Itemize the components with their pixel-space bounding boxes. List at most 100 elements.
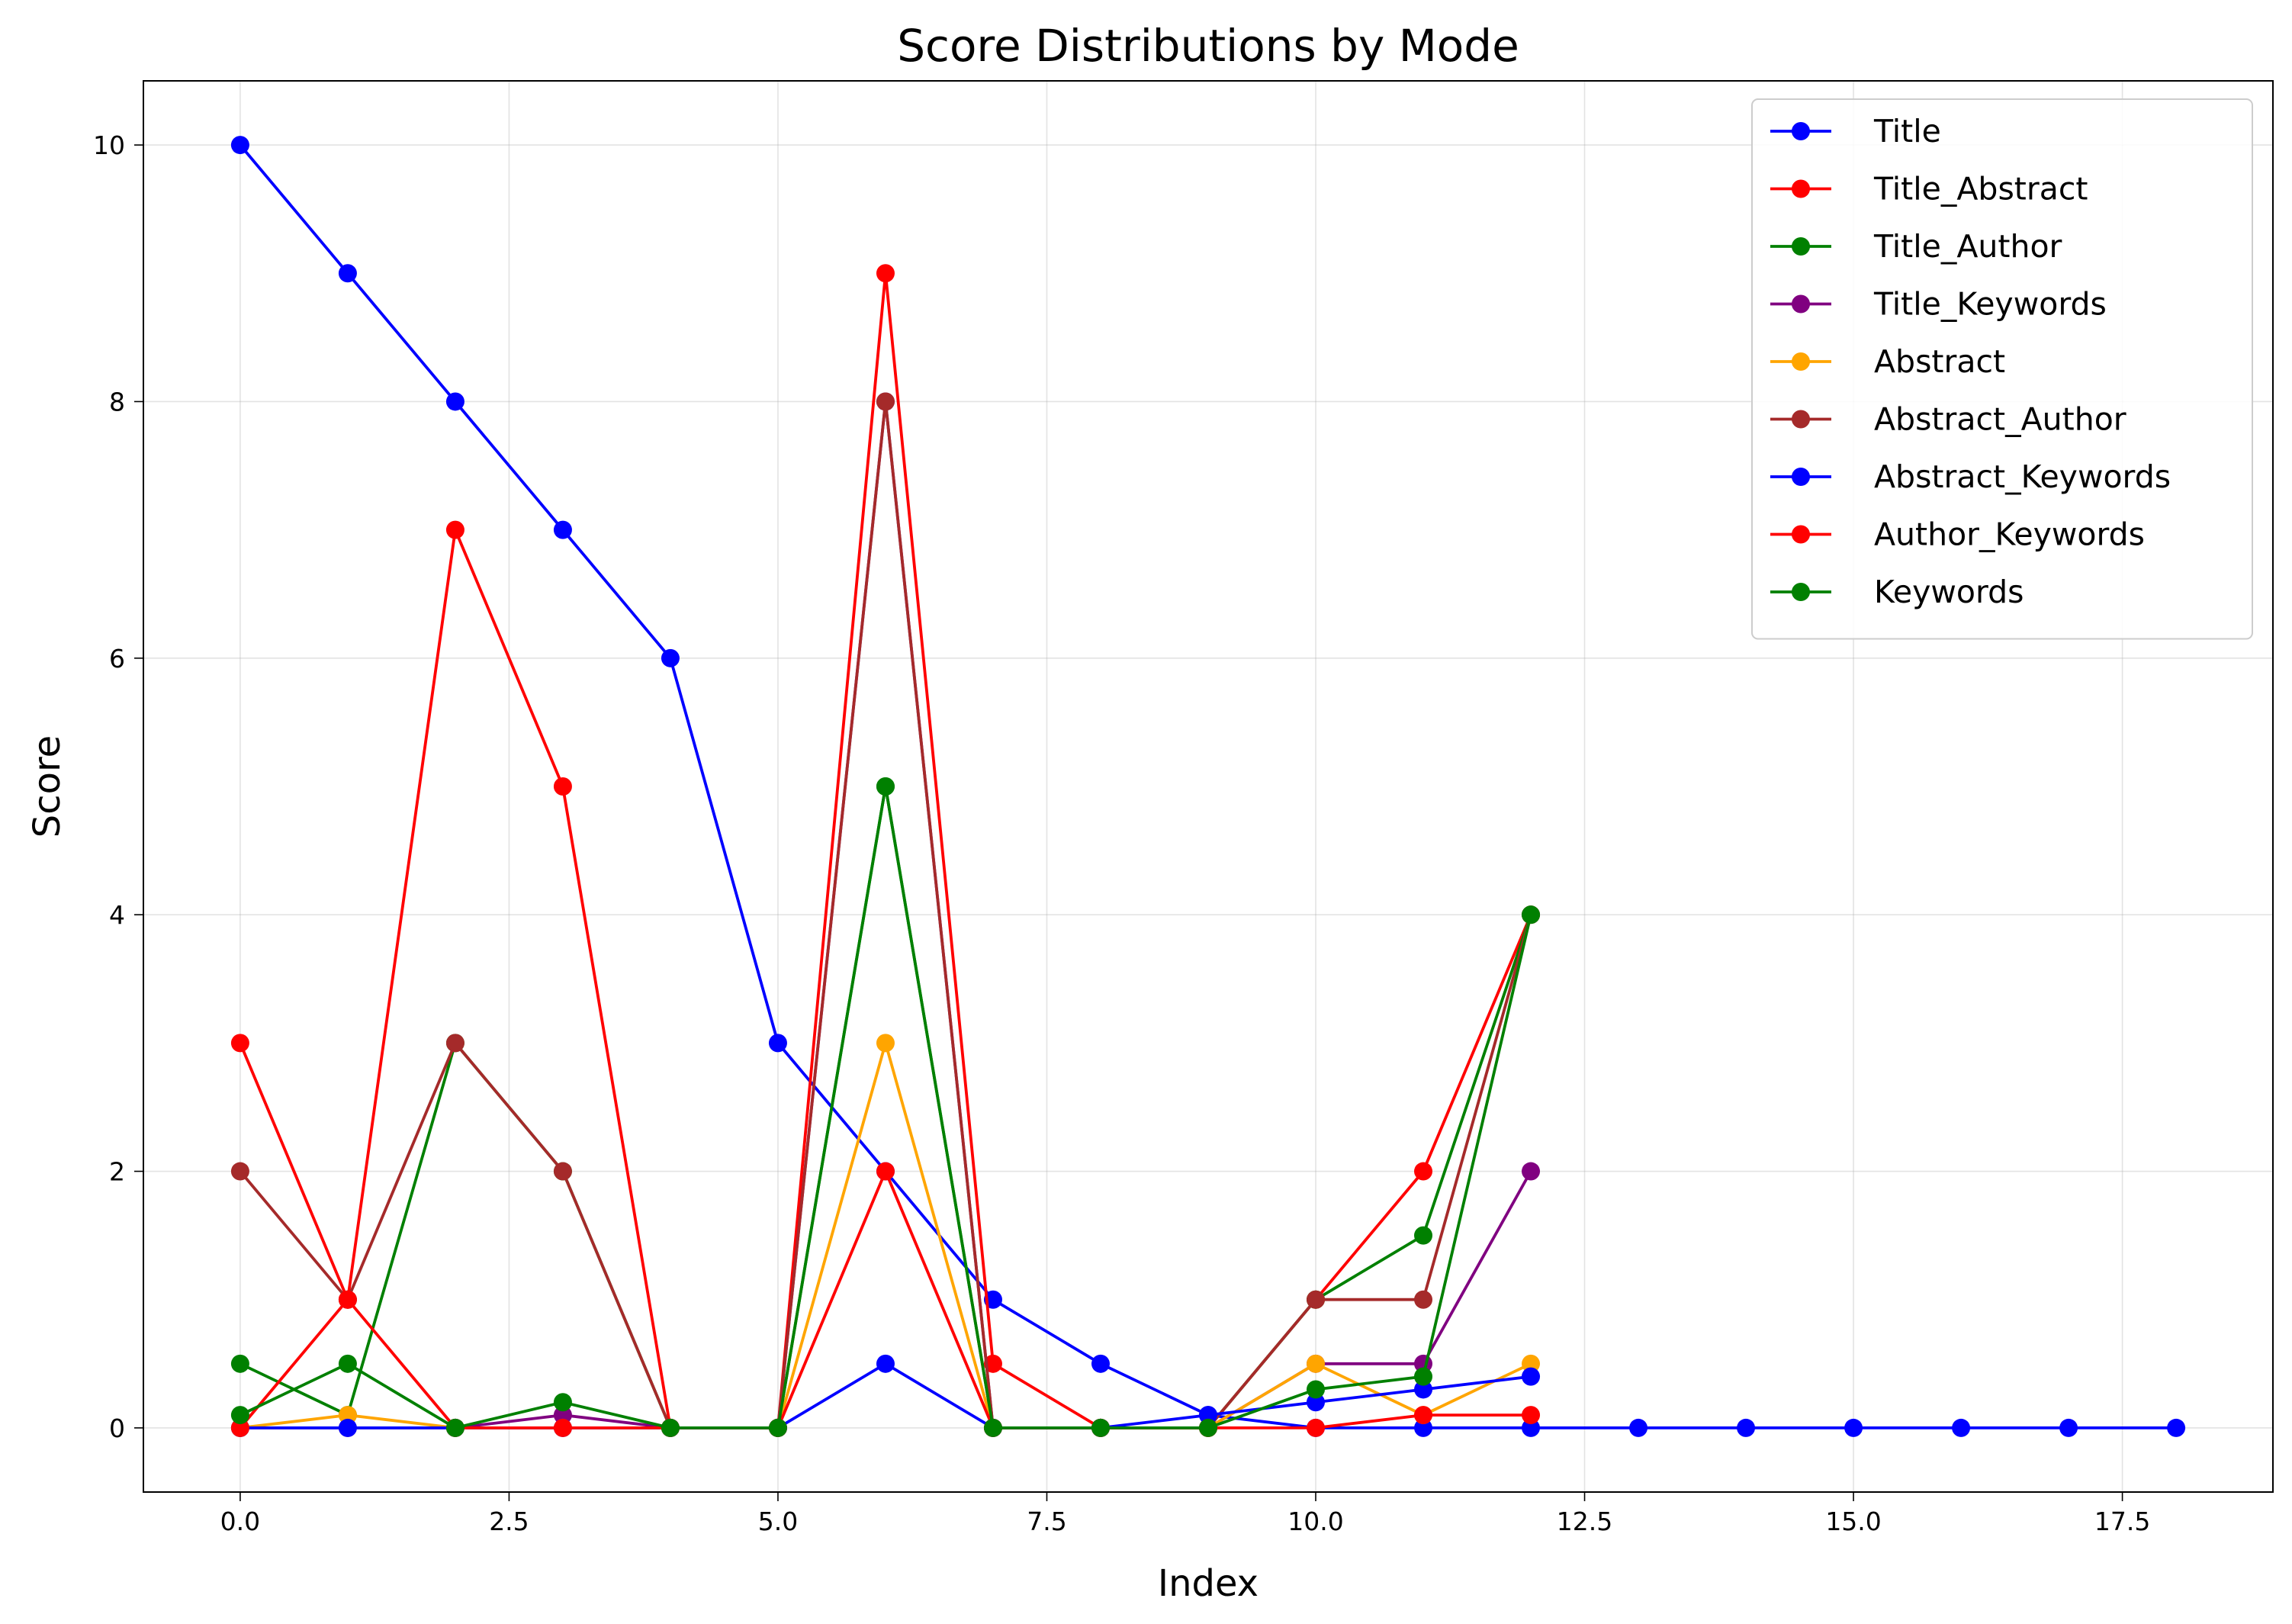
data-point [876,1354,895,1373]
data-point [1629,1418,1648,1437]
legend-label: Title_Abstract [1873,171,2088,207]
y-axis-label: Score [26,735,69,838]
data-point [661,1418,680,1437]
legend-label: Title_Keywords [1873,286,2107,323]
legend: Title Title_Abstract Title_Author Title_Key… [1751,98,2253,640]
y-tick-label: 4 [109,900,125,930]
data-point [553,777,572,796]
data-point [661,648,680,667]
x-tick-label: 10.0 [1287,1507,1343,1536]
data-point [1414,1226,1433,1245]
data-point [1522,1406,1541,1425]
data-point [338,1418,357,1437]
data-point [1522,1354,1541,1373]
legend-item-title-keywords: Title_Keywords [1770,286,2107,323]
data-point [445,1418,465,1437]
data-point [1414,1162,1433,1181]
data-point [1737,1418,1756,1437]
y-tick-label: 0 [109,1413,125,1443]
legend-label: Title_Author [1873,228,2062,265]
data-point [445,392,465,411]
data-point [1414,1290,1433,1309]
legend-label: Title [1873,113,1941,150]
data-point [1199,1406,1217,1425]
data-point [230,1354,249,1373]
data-point [1307,1418,1326,1437]
data-point [338,1354,357,1373]
legend-label: Author_Keywords [1874,516,2145,553]
data-point [876,1162,895,1181]
series-layer [230,136,2186,1437]
data-point [553,1393,572,1412]
data-point [1307,1290,1326,1309]
data-point [1307,1380,1326,1399]
data-point [1522,1367,1541,1386]
data-point [445,520,465,539]
legend-box [1751,98,2253,640]
data-point [553,1406,572,1425]
legend-item-title-abstract: Title_Abstract [1770,171,2088,207]
data-point [1414,1418,1433,1437]
data-point [1522,1418,1541,1437]
x-tick-label: 0.0 [220,1507,260,1536]
legend-item-keywords: Keywords [1770,574,2024,610]
legend-label: Abstract_Keywords [1874,458,2171,495]
data-point [768,1418,787,1437]
data-point [1091,1354,1110,1373]
data-point [1414,1406,1433,1425]
data-point [338,1290,357,1309]
data-point [1414,1380,1433,1399]
axis-ticks: 0.0 2.5 5.0 7.5 10.0 12.5 15.0 17.5 0 2 4 6 8 10 [93,130,2150,1536]
legend-item-abstract-author: Abstract_Author [1770,401,2126,438]
data-point [230,136,249,155]
legend-label: Abstract [1874,343,2005,380]
x-tick-label: 2.5 [489,1507,529,1536]
data-point [2167,1418,2186,1437]
data-point [768,1034,787,1053]
x-tick-label: 15.0 [1825,1507,1881,1536]
data-point [1844,1418,1863,1437]
legend-swatch-marker [1792,294,1810,314]
data-point [445,1034,465,1053]
x-axis-label: Index [1158,1562,1259,1605]
plot-frame [143,80,2274,1493]
legend-swatch-marker [1792,122,1810,140]
legend-item-title-author: Title_Author [1770,228,2062,265]
data-point [876,1034,895,1053]
data-point [876,264,895,283]
data-point [1307,1393,1326,1412]
chart-title: Score Distributions by Mode [897,20,1519,72]
y-tick-label: 8 [109,387,125,416]
legend-swatch-marker [1792,525,1810,544]
x-tick-label: 5.0 [758,1507,798,1536]
legend-item-author-keywords: Author_Keywords [1770,516,2145,553]
data-point [230,1034,249,1053]
y-tick-label: 10 [93,130,125,160]
series-keywords [230,777,1541,1437]
legend-swatch-marker [1792,237,1810,256]
legend-swatch-marker [1792,352,1810,371]
legend-label: Abstract_Author [1874,401,2126,438]
data-point [876,777,895,796]
data-point [1952,1418,1971,1437]
x-tick-label: 12.5 [1557,1507,1612,1536]
legend-label: Keywords [1874,574,2024,610]
data-point [1414,1367,1433,1386]
x-tick-label: 7.5 [1027,1507,1066,1536]
legend-item-abstract: Abstract [1770,343,2005,380]
legend-item-title: Title [1770,113,1941,150]
data-point [553,520,572,539]
legend-swatch-marker [1792,468,1810,486]
data-point [1199,1418,1217,1437]
data-point [230,1406,249,1425]
data-point [983,1418,1002,1437]
data-point [1091,1418,1110,1437]
legend-swatch-marker [1792,410,1810,429]
data-point [1307,1354,1326,1373]
legend-item-abstract-keywords: Abstract_Keywords [1770,458,2171,495]
x-tick-label: 17.5 [2094,1507,2150,1536]
legend-swatch-marker [1792,583,1810,601]
data-point [553,1418,572,1437]
data-point [1522,1162,1541,1181]
